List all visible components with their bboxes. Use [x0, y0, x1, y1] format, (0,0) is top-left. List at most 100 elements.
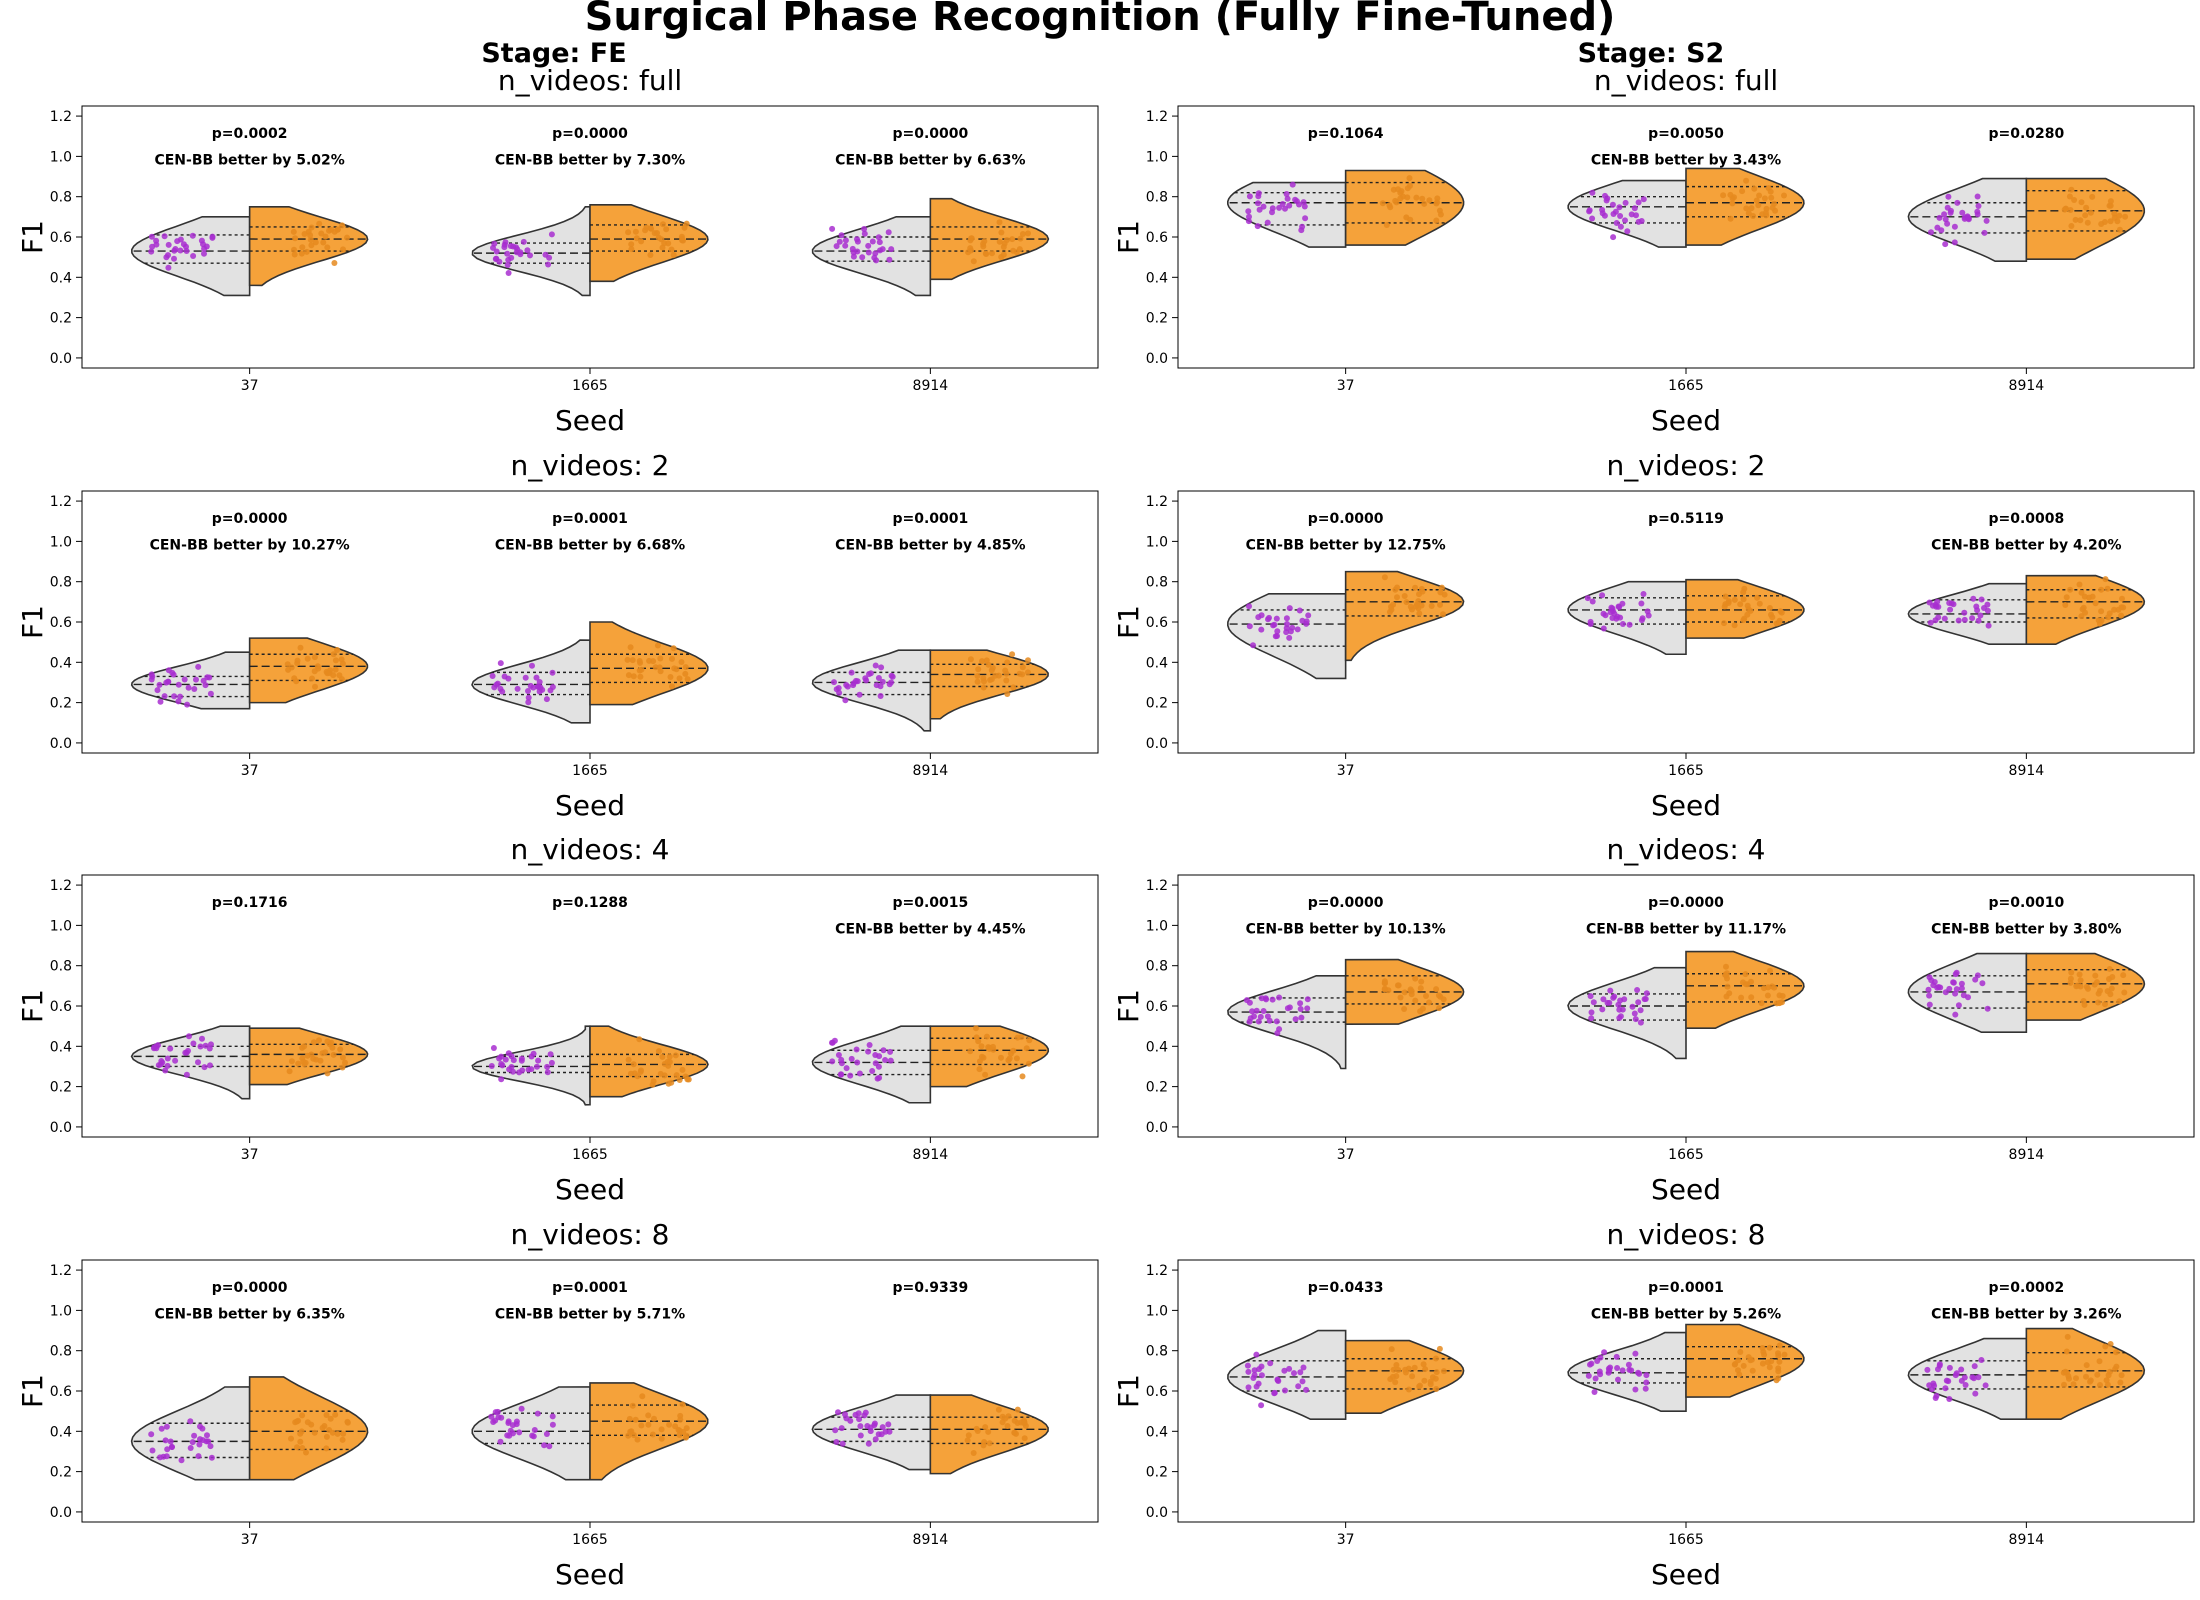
data-point-cen-bb [974, 678, 981, 685]
seed-group: 37 p=0.0000 CEN-BB better by 10.27% [130, 511, 369, 779]
data-point-cen-bb [319, 1424, 326, 1431]
data-point-cen-bb [2067, 207, 2074, 213]
seed-group: 8914 p=0.0015 CEN-BB better by 4.45% [811, 895, 1050, 1163]
data-point-cen-bb [1766, 1364, 1773, 1371]
data-point-baseline [872, 1436, 879, 1443]
data-point-baseline [193, 676, 199, 683]
data-point-cen-bb [1438, 584, 1445, 591]
data-point-cen-bb [983, 251, 990, 257]
data-point-cen-bb [1740, 1362, 1747, 1369]
y-axis-label: F1 [1112, 220, 1145, 254]
violin-half-baseline [811, 649, 932, 732]
data-point-cen-bb [312, 683, 318, 690]
data-point-baseline [1246, 193, 1253, 200]
data-point-cen-bb [2083, 1373, 2089, 1380]
data-point-cen-bb [1401, 989, 1408, 996]
data-point-baseline [1610, 994, 1617, 1001]
data-point-baseline [154, 687, 161, 694]
data-point-baseline [1297, 1369, 1304, 1376]
data-point-baseline [197, 1043, 204, 1050]
data-point-baseline [1279, 201, 1286, 207]
data-point-cen-bb [324, 1070, 331, 1077]
x-axis-label: Seed [555, 789, 625, 822]
data-point-cen-bb [979, 658, 985, 665]
data-point-baseline [183, 243, 189, 250]
data-point-baseline [544, 1063, 551, 1070]
p-value-label: p=0.0001 [552, 511, 628, 527]
data-point-baseline [1305, 612, 1312, 619]
data-point-baseline [549, 669, 556, 676]
data-point-baseline [209, 233, 216, 240]
data-point-cen-bb [676, 1432, 683, 1438]
violin-half-baseline [1567, 966, 1687, 1060]
data-point-baseline [1589, 598, 1596, 605]
data-point-cen-bb [1381, 986, 1388, 993]
y-tick-label: 1.2 [50, 1263, 72, 1279]
data-point-baseline [1965, 994, 1971, 1001]
data-point-baseline [172, 246, 179, 252]
data-point-baseline [1950, 979, 1957, 986]
data-point-cen-bb [627, 1070, 634, 1077]
y-tick-label: 0.8 [50, 190, 72, 206]
data-point-baseline [1985, 622, 1992, 629]
data-point-baseline [491, 240, 498, 247]
data-point-cen-bb [2067, 586, 2074, 593]
data-point-baseline [1953, 1370, 1960, 1377]
data-point-cen-bb [1417, 985, 1424, 992]
p-value-label: p=0.1064 [1308, 126, 1384, 142]
data-point-cen-bb [684, 676, 691, 683]
data-point-baseline [195, 663, 202, 670]
data-point-baseline [1274, 1377, 1281, 1384]
violin-half-cen-bb [929, 197, 1050, 281]
data-point-cen-bb [657, 655, 664, 662]
data-point-cen-bb [2094, 1371, 2101, 1378]
data-point-baseline [848, 669, 855, 676]
data-point-cen-bb [285, 666, 292, 673]
data-point-baseline [1619, 1367, 1626, 1374]
data-point-baseline [1926, 599, 1933, 606]
data-point-baseline [1934, 224, 1941, 231]
x-tick-label: 37 [241, 1532, 259, 1548]
p-value-label: p=0.0000 [892, 126, 968, 142]
y-tick-label: 1.0 [1146, 918, 1168, 934]
data-point-baseline [886, 256, 893, 263]
data-point-cen-bb [628, 246, 635, 253]
data-point-baseline [1955, 617, 1962, 624]
data-point-cen-bb [2076, 971, 2083, 978]
data-point-cen-bb [685, 1076, 692, 1083]
data-point-baseline [831, 679, 837, 686]
data-point-cen-bb [632, 228, 639, 235]
data-point-cen-bb [970, 258, 977, 265]
figure-suptitle: Surgical Phase Recognition (Fully Fine-T… [584, 0, 1616, 40]
data-point-cen-bb [665, 240, 672, 247]
data-point-baseline [165, 241, 172, 248]
data-point-cen-bb [2118, 612, 2125, 619]
data-point-baseline [162, 1067, 169, 1074]
data-point-cen-bb [324, 1038, 331, 1045]
improvement-label: CEN-BB better by 5.71% [495, 1306, 685, 1322]
data-point-baseline [207, 1062, 213, 1069]
p-value-label: p=0.0001 [892, 511, 968, 527]
data-point-cen-bb [666, 1421, 673, 1428]
data-point-baseline [1984, 601, 1991, 608]
data-point-baseline [832, 1427, 839, 1434]
data-point-cen-bb [1418, 978, 1425, 985]
data-point-cen-bb [2080, 604, 2087, 611]
subplot-title: n_videos: 4 [511, 833, 670, 866]
data-point-cen-bb [1437, 601, 1443, 608]
data-point-cen-bb [965, 1432, 972, 1439]
data-point-baseline [1258, 1402, 1265, 1409]
data-point-baseline [208, 1454, 215, 1461]
subplot-title: n_videos: full [1594, 64, 1778, 97]
data-point-baseline [1936, 214, 1943, 221]
data-point-baseline [842, 237, 849, 244]
data-point-cen-bb [1433, 1386, 1440, 1392]
data-point-baseline [1632, 1350, 1639, 1357]
y-tick-label: 0.8 [1146, 190, 1168, 206]
data-point-cen-bb [981, 678, 987, 685]
data-point-baseline [505, 256, 512, 263]
data-point-baseline [1283, 629, 1290, 636]
data-point-baseline [1961, 609, 1968, 616]
subplot-panel: n_videos: 2 F1 Seed 0.0 0.2 0.4 0.6 0.8 1.0 1.2 37… [16, 449, 1099, 822]
data-point-baseline [1619, 621, 1626, 627]
